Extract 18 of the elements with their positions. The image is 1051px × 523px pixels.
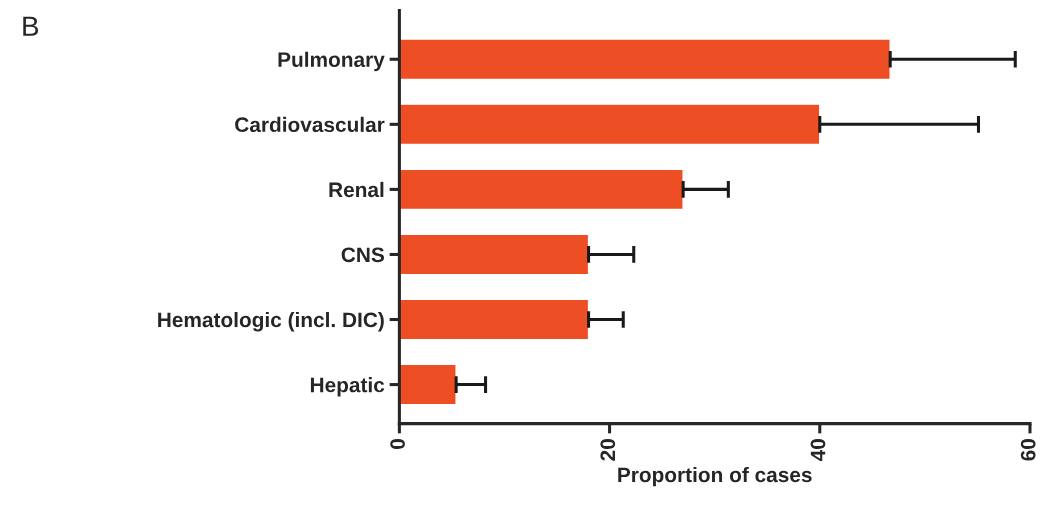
bar (399, 363, 457, 406)
x-axis-title: Proportion of cases (618, 466, 812, 487)
text: B (23, 16, 39, 36)
y-tick-label: Hematologic (incl. DIC) (158, 311, 384, 332)
y-tick-label: Renal (329, 181, 384, 198)
y-tick-label: Hepatic (310, 377, 385, 397)
y-tick-label: Cardiovascular (235, 116, 385, 133)
bar (399, 103, 821, 146)
y-tick-label: Pulmonary (278, 51, 385, 72)
bar (399, 298, 590, 341)
bar (399, 168, 684, 211)
x-tick-label: 40 (810, 439, 826, 462)
bar (399, 38, 891, 81)
y-tick-label: CNS (341, 247, 384, 263)
x-tick-label: 60 (1020, 439, 1036, 461)
x-tick-label: 0 (390, 439, 405, 449)
bar (399, 233, 590, 276)
x-tick-label: 20 (600, 439, 616, 461)
